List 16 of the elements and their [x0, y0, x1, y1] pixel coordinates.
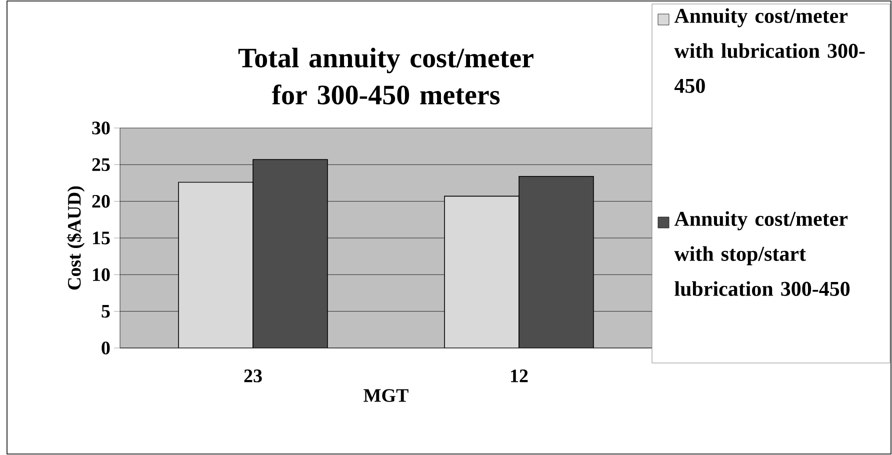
bar [518, 176, 594, 348]
y-tick-label: 20 [92, 194, 110, 208]
legend-label: Annuity cost/meter with lubrication 300-450 [674, 8, 865, 93]
y-tick-label: 15 [93, 232, 110, 244]
y-tick-label: 30 [92, 122, 110, 134]
y-tick-label: 0 [102, 342, 110, 354]
y-tick-label: 10 [93, 268, 110, 282]
y-tick-label: 5 [102, 305, 110, 318]
x-tick-label: 23 [244, 370, 262, 382]
y-axis-title: Cost ($AUD) [66, 186, 85, 290]
x-tick-label: 12 [511, 370, 528, 382]
bar [252, 159, 328, 348]
chart-title: Total annuity cost/meter for 300-450 meters [238, 48, 534, 104]
y-tick-label: 25 [92, 158, 110, 172]
x-axis-title: MGT [364, 389, 408, 402]
legend-label: Annuity cost/meter with stop/start lubrication 300-450 [674, 211, 850, 296]
